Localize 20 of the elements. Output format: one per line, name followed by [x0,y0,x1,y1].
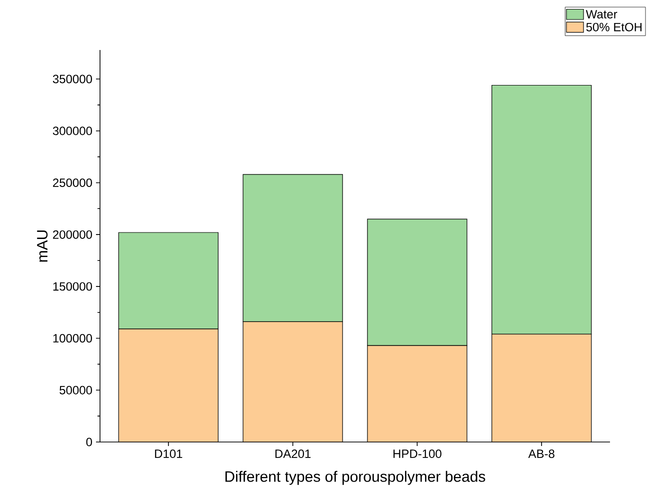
bar [492,334,592,442]
x-tick-label: HPD-100 [394,450,442,458]
y-tick-label: 350000 [52,74,92,84]
x-tick-label: DA201 [275,450,311,458]
bar [242,321,343,442]
x-tick-label: D101 [155,450,182,458]
y-tick-label: 100000 [53,334,92,343]
legend-label: 50% EtOH [586,22,642,32]
x-axis-title: Different types of porouspolymer beads [225,470,486,485]
y-tick-label: 250000 [53,178,92,187]
y-tick-label: 300000 [52,126,92,136]
legend-label: Water [586,10,618,18]
y-tick-label: 0 [86,438,92,446]
y-axis-title: mAU [37,230,48,262]
y-tick-label: 50000 [60,386,92,394]
bar [367,345,468,442]
y-tick-label: 200000 [53,230,92,239]
bar [118,328,218,442]
x-tick-label: AB-8 [528,450,554,458]
y-tick-label: 150000 [53,282,92,291]
